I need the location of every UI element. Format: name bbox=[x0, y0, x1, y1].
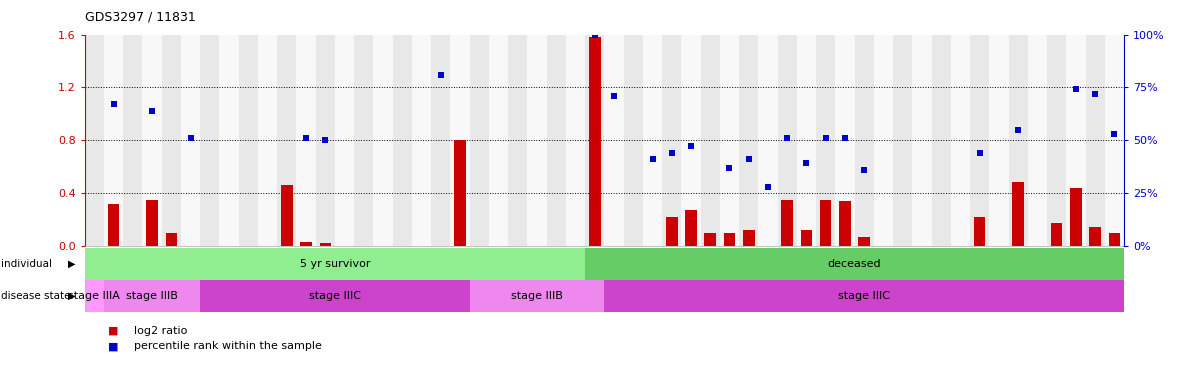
Bar bbox=[758, 35, 778, 246]
Bar bbox=[508, 35, 527, 246]
Text: stage IIIA: stage IIIA bbox=[68, 291, 120, 301]
Bar bbox=[124, 35, 142, 246]
Bar bbox=[108, 204, 119, 246]
Bar bbox=[1009, 35, 1028, 246]
Bar bbox=[1051, 223, 1063, 246]
Bar bbox=[412, 35, 431, 246]
Bar bbox=[643, 35, 663, 246]
Bar bbox=[1105, 35, 1124, 246]
Bar bbox=[739, 35, 758, 246]
Bar bbox=[1066, 35, 1085, 246]
Bar bbox=[1070, 188, 1082, 246]
Bar bbox=[585, 35, 605, 246]
Bar bbox=[278, 35, 297, 246]
Bar bbox=[546, 35, 566, 246]
Bar bbox=[470, 35, 488, 246]
Text: GDS3297 / 11831: GDS3297 / 11831 bbox=[85, 10, 195, 23]
Bar bbox=[931, 35, 951, 246]
Text: stage IIIC: stage IIIC bbox=[838, 291, 890, 301]
Bar bbox=[705, 233, 716, 246]
Bar bbox=[335, 35, 354, 246]
Bar bbox=[315, 35, 335, 246]
Bar bbox=[816, 35, 836, 246]
Bar bbox=[720, 35, 739, 246]
Text: percentile rank within the sample: percentile rank within the sample bbox=[134, 341, 322, 351]
Bar bbox=[219, 35, 239, 246]
Bar bbox=[666, 217, 678, 246]
Bar bbox=[778, 35, 797, 246]
Bar bbox=[724, 233, 736, 246]
Bar bbox=[166, 233, 177, 246]
Bar bbox=[820, 200, 831, 246]
Bar bbox=[782, 200, 793, 246]
Bar bbox=[451, 35, 470, 246]
Text: ■: ■ bbox=[108, 341, 119, 351]
Bar bbox=[873, 35, 893, 246]
Bar bbox=[373, 35, 393, 246]
Text: ▶: ▶ bbox=[68, 291, 75, 301]
Bar bbox=[319, 243, 331, 246]
Text: stage IIIB: stage IIIB bbox=[126, 291, 178, 301]
Bar bbox=[142, 35, 161, 246]
Text: individual: individual bbox=[1, 259, 52, 269]
Bar bbox=[200, 35, 219, 246]
Bar bbox=[393, 35, 412, 246]
Bar bbox=[973, 217, 985, 246]
Bar bbox=[855, 35, 873, 246]
Text: ■: ■ bbox=[108, 326, 119, 336]
Bar bbox=[281, 185, 293, 246]
Text: ▶: ▶ bbox=[68, 259, 75, 269]
Text: stage IIIB: stage IIIB bbox=[511, 291, 563, 301]
Bar bbox=[624, 35, 643, 246]
Bar bbox=[912, 35, 931, 246]
Bar bbox=[990, 35, 1009, 246]
Bar bbox=[700, 35, 720, 246]
Bar bbox=[104, 35, 124, 246]
Bar bbox=[300, 242, 312, 246]
Bar bbox=[893, 35, 912, 246]
Bar bbox=[258, 35, 278, 246]
Bar bbox=[181, 35, 200, 246]
Bar bbox=[743, 230, 754, 246]
Bar bbox=[1012, 182, 1024, 246]
Bar bbox=[1085, 35, 1105, 246]
Text: log2 ratio: log2 ratio bbox=[134, 326, 187, 336]
Bar bbox=[1109, 233, 1121, 246]
Bar bbox=[85, 35, 104, 246]
Bar bbox=[566, 35, 585, 246]
Bar bbox=[970, 35, 990, 246]
Text: 5 yr survivor: 5 yr survivor bbox=[300, 259, 371, 269]
Bar bbox=[297, 35, 315, 246]
Bar bbox=[839, 201, 851, 246]
Bar bbox=[588, 37, 600, 246]
Bar bbox=[1090, 227, 1100, 246]
Text: stage IIIC: stage IIIC bbox=[308, 291, 361, 301]
Bar bbox=[663, 35, 681, 246]
Bar bbox=[681, 35, 700, 246]
Bar bbox=[800, 230, 812, 246]
Bar bbox=[354, 35, 373, 246]
Bar bbox=[454, 140, 466, 246]
Bar bbox=[858, 237, 870, 246]
Text: deceased: deceased bbox=[827, 259, 882, 269]
Bar bbox=[1048, 35, 1066, 246]
Bar bbox=[951, 35, 970, 246]
Bar bbox=[685, 210, 697, 246]
Bar bbox=[488, 35, 508, 246]
Bar bbox=[836, 35, 855, 246]
Bar bbox=[527, 35, 546, 246]
Bar bbox=[161, 35, 181, 246]
Text: disease state: disease state bbox=[1, 291, 71, 301]
Bar bbox=[239, 35, 258, 246]
Bar bbox=[1028, 35, 1048, 246]
Bar bbox=[431, 35, 451, 246]
Bar bbox=[146, 200, 158, 246]
Bar bbox=[797, 35, 816, 246]
Bar bbox=[605, 35, 624, 246]
